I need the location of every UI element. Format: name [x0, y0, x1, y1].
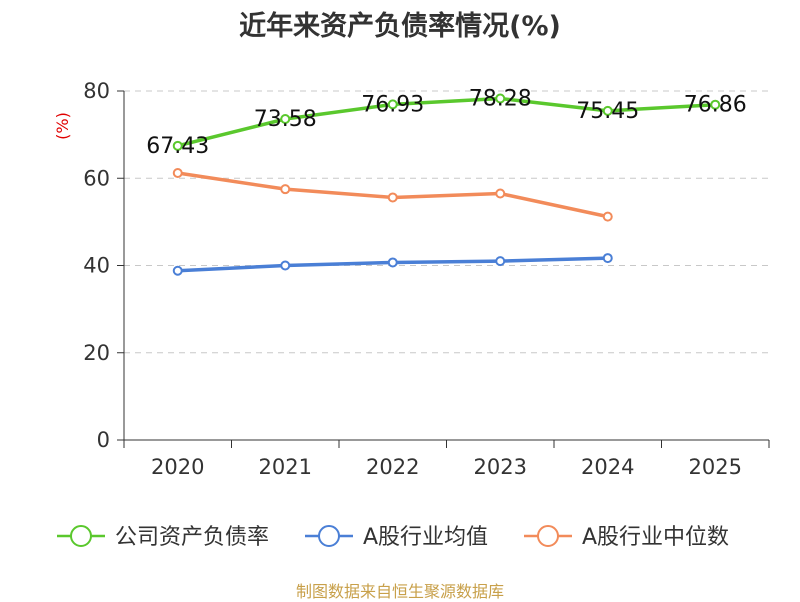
- axes: 0 20 40 60 80 (%) 2020 2021 2022 2023 2024 2025: [53, 79, 770, 479]
- legend-marker-icon: [537, 525, 559, 547]
- data-point[interactable]: [172, 168, 183, 179]
- x-tick-label-2021: 2021: [259, 455, 312, 479]
- y-tick-label: 80: [83, 79, 110, 103]
- data-point[interactable]: [495, 188, 506, 199]
- series-2: [172, 168, 613, 222]
- data-label: 78.28: [469, 87, 532, 112]
- data-point[interactable]: [280, 184, 291, 195]
- data-label: 67.43: [146, 134, 209, 159]
- data-label: 73.58: [254, 107, 317, 132]
- data-label: 76.86: [684, 93, 747, 118]
- data-point[interactable]: [280, 114, 291, 125]
- data-source-note: 制图数据来自恒生聚源数据库: [295, 582, 504, 601]
- legend-label: A股行业中位数: [582, 525, 729, 550]
- data-point[interactable]: [172, 140, 183, 151]
- data-point[interactable]: [387, 192, 398, 203]
- chart-title: 近年来资产负债率情况(%): [239, 11, 561, 42]
- data-point[interactable]: [710, 99, 721, 110]
- x-tick-label-2024: 2024: [581, 455, 634, 479]
- legend-marker-icon: [70, 525, 92, 547]
- y-tick-label: 20: [83, 341, 110, 365]
- data-point[interactable]: [172, 265, 183, 276]
- y-tick-label: 0: [97, 428, 110, 452]
- legend-item-2[interactable]: A股行业中位数: [524, 525, 729, 550]
- data-point[interactable]: [602, 105, 613, 116]
- x-tick-label-2023: 2023: [474, 455, 527, 479]
- legend[interactable]: 公司资产负债率 A股行业均值 A股行业中位数: [57, 525, 729, 550]
- y-tick-label: 60: [83, 166, 110, 190]
- grid-lines: [124, 90, 769, 354]
- data-point[interactable]: [387, 257, 398, 268]
- series-line-0: [176, 96, 717, 148]
- legend-item-0[interactable]: 公司资产负债率: [57, 525, 269, 550]
- series-layer: 67.43 73.58 76.93 78.28 75.45 76.86: [146, 87, 747, 276]
- y-axis-label: (%): [53, 112, 72, 140]
- legend-label: A股行业均值: [363, 525, 488, 550]
- series-0: 67.43 73.58 76.93 78.28 75.45 76.86: [146, 87, 746, 159]
- data-point[interactable]: [602, 211, 613, 222]
- x-tick-label-2025: 2025: [689, 455, 742, 479]
- legend-label: 公司资产负债率: [115, 525, 269, 550]
- series-1: [172, 253, 613, 276]
- data-label: 76.93: [361, 92, 424, 117]
- data-point[interactable]: [602, 253, 613, 264]
- x-tick-label-2022: 2022: [366, 455, 419, 479]
- data-point[interactable]: [495, 93, 506, 104]
- y-tick-label: 40: [83, 254, 110, 278]
- legend-item-1[interactable]: A股行业均值: [305, 525, 488, 550]
- data-point[interactable]: [280, 260, 291, 271]
- data-point[interactable]: [387, 99, 398, 110]
- x-tick-label-2020: 2020: [151, 455, 204, 479]
- data-label: 75.45: [576, 99, 639, 124]
- legend-marker-icon: [318, 525, 340, 547]
- data-point[interactable]: [495, 256, 506, 267]
